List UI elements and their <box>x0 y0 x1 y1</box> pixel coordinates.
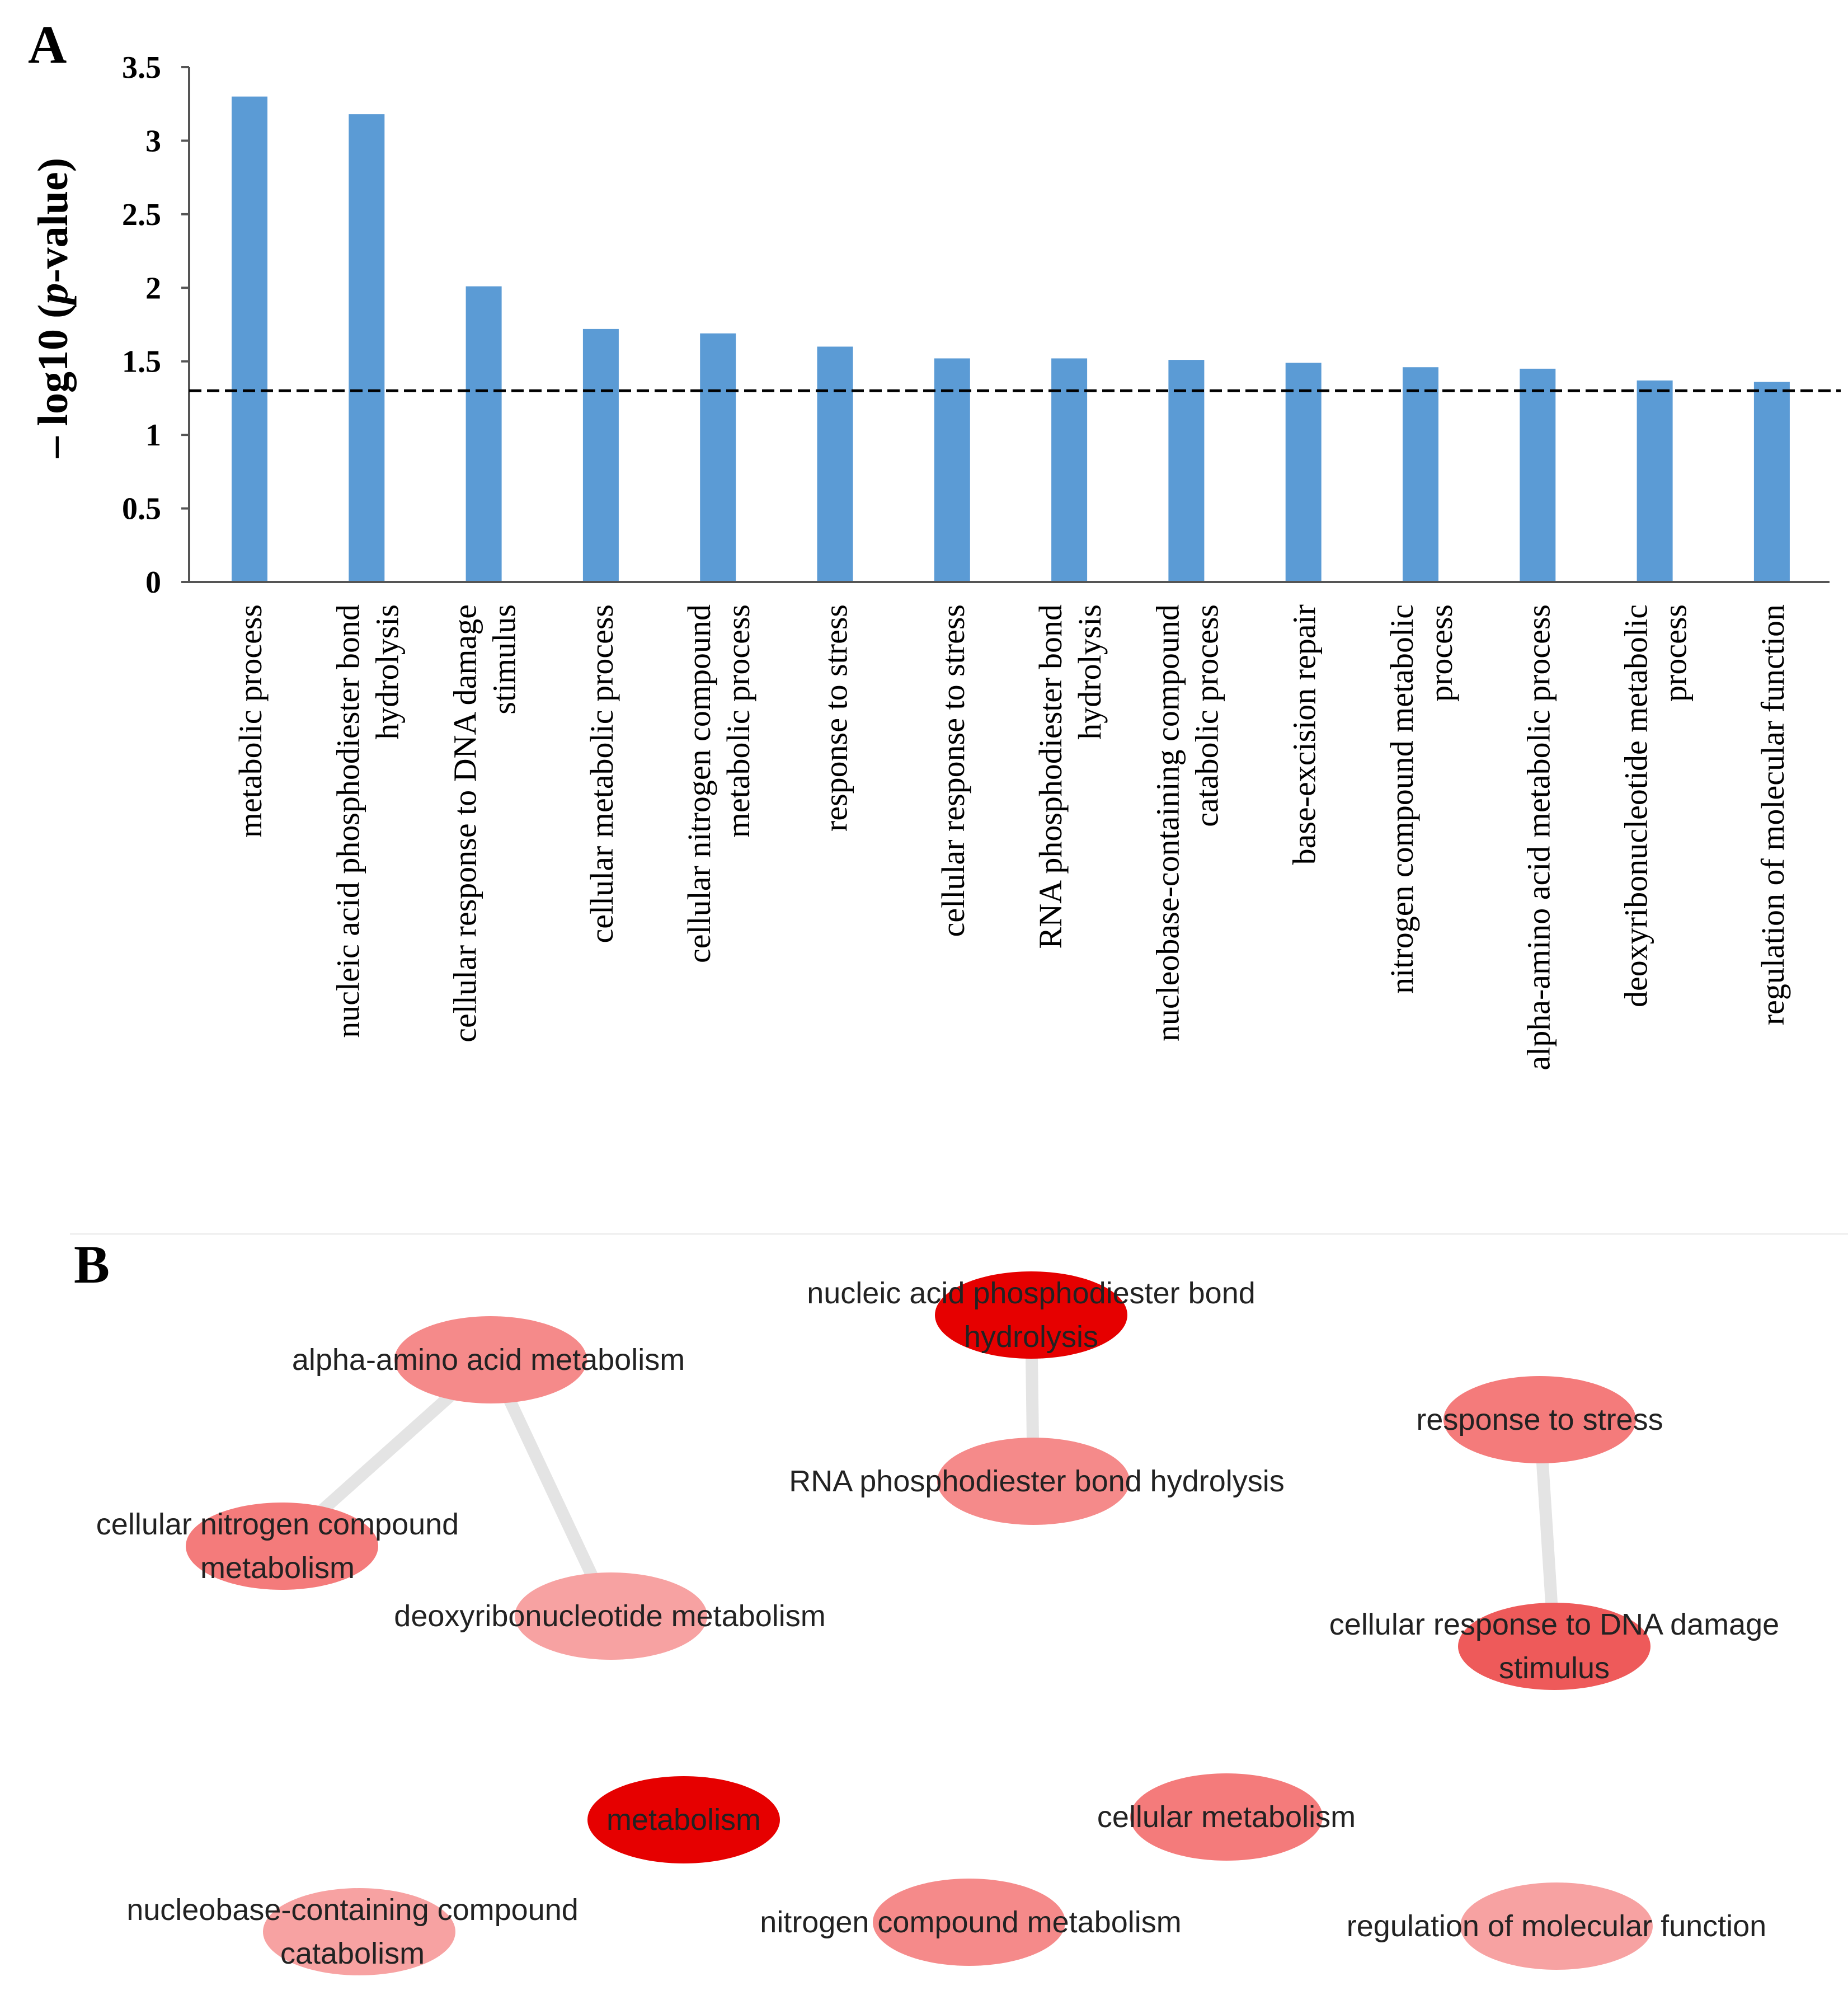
y-tick-label: 2.5 <box>122 198 161 232</box>
node-label: stimulus <box>1499 1651 1610 1685</box>
bar <box>1051 358 1088 582</box>
bar <box>1285 363 1322 582</box>
x-tick-label: regulation of molecular function <box>1755 604 1791 1025</box>
bar <box>465 286 502 583</box>
x-tick-label: cellular response to DNA damage <box>447 604 483 1043</box>
x-tick-label: catabolic process <box>1188 604 1225 827</box>
network-node: nucleobase-containing compound catabolism <box>126 1888 579 1975</box>
node-label: cellular nitrogen compound <box>96 1508 459 1541</box>
go-network: nucleic acid phosphodiester bond hydrolys… <box>96 1271 1779 1975</box>
bar <box>349 114 385 583</box>
x-tick-label: process <box>1423 604 1459 702</box>
node-label: metabolism <box>606 1803 761 1837</box>
x-tick-label: cellular response to stress <box>935 604 971 937</box>
x-tick-label: stimulus <box>486 604 523 715</box>
x-tick-label: nitrogen compound metabolic <box>1384 604 1420 994</box>
x-tick-label: alpha-amino acid metabolic process <box>1520 604 1557 1071</box>
node-ellipse <box>1443 1376 1636 1463</box>
bar <box>1637 380 1673 582</box>
bar <box>1753 382 1790 582</box>
y-tick-label: 1.5 <box>122 345 161 379</box>
node-label: RNA phosphodiester bond hydrolysis <box>789 1464 1285 1498</box>
node-label: cellular response to DNA damage <box>1329 1608 1779 1641</box>
x-tick-label: deoxyribonucleotide metabolic <box>1618 604 1654 1007</box>
node-ellipse <box>263 1888 455 1975</box>
x-tick-label: nucleic acid phosphodiester bond <box>330 604 366 1038</box>
y-tick-label: 0.5 <box>122 492 161 527</box>
node-ellipse <box>587 1776 780 1863</box>
bar <box>700 333 736 582</box>
x-tick-label: hydrolysis <box>1071 604 1108 740</box>
network-node: deoxyribonucleotide metabolism <box>394 1572 826 1660</box>
node-label: regulation of molecular function <box>1347 1909 1766 1943</box>
bar <box>582 328 619 582</box>
node-label: metabolism <box>200 1551 355 1585</box>
bar-chart: – log10 (p-value) 0 0.5 1 1.5 2 2.5 3 3.5 metab… <box>30 50 1841 1071</box>
panel-b-label: B <box>74 1234 110 1294</box>
node-label: alpha-amino acid metabolism <box>292 1343 685 1377</box>
node-label: nucleic acid phosphodiester bond <box>807 1276 1255 1310</box>
x-tick-label: hydrolysis <box>369 604 405 740</box>
x-tick-label: metabolic process <box>232 604 269 838</box>
node-label: cellular metabolism <box>1097 1800 1356 1834</box>
bar <box>934 358 970 582</box>
node-label: deoxyribonucleotide metabolism <box>394 1599 825 1633</box>
y-tick-label: 3.5 <box>122 50 161 85</box>
node-label: nitrogen compound metabolism <box>760 1905 1181 1939</box>
node-ellipse <box>1460 1882 1653 1970</box>
x-tick-label: process <box>1657 604 1694 702</box>
network-node: RNA phosphodiester bond hydrolysis <box>789 1438 1285 1525</box>
network-node: nucleic acid phosphodiester bond hydrolys… <box>807 1271 1255 1359</box>
network-node: cellular nitrogen compound metabolism <box>96 1503 459 1590</box>
node-ellipse <box>186 1503 378 1590</box>
node-ellipse <box>515 1572 707 1660</box>
network-node: alpha-amino acid metabolism <box>292 1316 685 1403</box>
x-tick-label: RNA phosphodiester bond <box>1032 604 1069 949</box>
network-node: nitrogen compound metabolism <box>760 1879 1182 1966</box>
network-edge <box>485 1357 617 1619</box>
node-label: nucleobase-containing compound <box>126 1893 579 1927</box>
bar <box>1168 360 1205 582</box>
x-tick-label: metabolic process <box>720 604 756 838</box>
node-ellipse <box>935 1271 1127 1359</box>
node-ellipse <box>1458 1603 1650 1690</box>
y-tick-label: 0 <box>145 565 161 600</box>
bar <box>1520 368 1556 582</box>
y-tick-label: 2 <box>145 271 161 306</box>
y-tick-label: 1 <box>145 418 161 453</box>
panel-a-label: A <box>28 15 67 74</box>
network-node: regulation of molecular function <box>1347 1882 1766 1970</box>
bar <box>817 346 853 582</box>
node-label: hydrolysis <box>964 1320 1098 1354</box>
network-node: cellular metabolism <box>1097 1773 1356 1861</box>
node-ellipse <box>394 1316 587 1403</box>
x-tick-label: cellular nitrogen compound <box>681 604 717 963</box>
x-tick-label: response to stress <box>818 604 854 832</box>
y-axis-label: – log10 (p-value) <box>30 158 77 458</box>
node-label: catabolism <box>280 1937 425 1970</box>
bar <box>232 96 267 583</box>
bar <box>1403 367 1438 582</box>
x-tick-label: base-excision repair <box>1286 604 1323 865</box>
network-node: metabolism <box>587 1776 780 1863</box>
node-ellipse <box>937 1438 1130 1525</box>
node-label: response to stress <box>1416 1403 1663 1436</box>
node-ellipse <box>873 1879 1065 1966</box>
network-node: response to stress <box>1416 1376 1663 1463</box>
node-ellipse <box>1130 1773 1323 1861</box>
x-tick-label: cellular metabolic process <box>584 604 620 943</box>
network-node: cellular response to DNA damage stimulus <box>1329 1603 1779 1690</box>
y-tick-label: 3 <box>145 124 161 158</box>
x-tick-label: nucleobase-containing compound <box>1149 604 1186 1041</box>
